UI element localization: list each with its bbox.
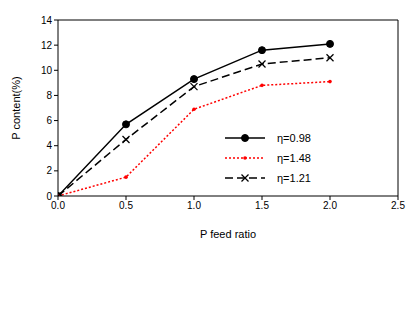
svg-text:1.5: 1.5 xyxy=(255,200,269,211)
svg-text:0: 0 xyxy=(46,191,52,202)
svg-text:2: 2 xyxy=(46,165,52,176)
svg-text:4: 4 xyxy=(46,140,52,151)
svg-text:2.0: 2.0 xyxy=(323,200,337,211)
svg-text:P content(%): P content(%) xyxy=(10,76,22,139)
svg-text:P feed ratio: P feed ratio xyxy=(200,228,256,240)
svg-text:2.5: 2.5 xyxy=(391,200,405,211)
svg-text:1.0: 1.0 xyxy=(187,200,201,211)
html-text:η=1.21: η=1.21 xyxy=(277,172,311,184)
svg-text:0.0: 0.0 xyxy=(51,200,65,211)
svg-text:10: 10 xyxy=(41,65,53,76)
svg-text:0.5: 0.5 xyxy=(119,200,133,211)
svg-text:14: 14 xyxy=(41,15,53,26)
html-text:η=1.48: η=1.48 xyxy=(277,152,311,164)
html-text:η=0.98: η=0.98 xyxy=(277,132,311,144)
svg-text:6: 6 xyxy=(46,115,52,126)
svg-text:12: 12 xyxy=(41,40,53,51)
svg-text:8: 8 xyxy=(46,90,52,101)
